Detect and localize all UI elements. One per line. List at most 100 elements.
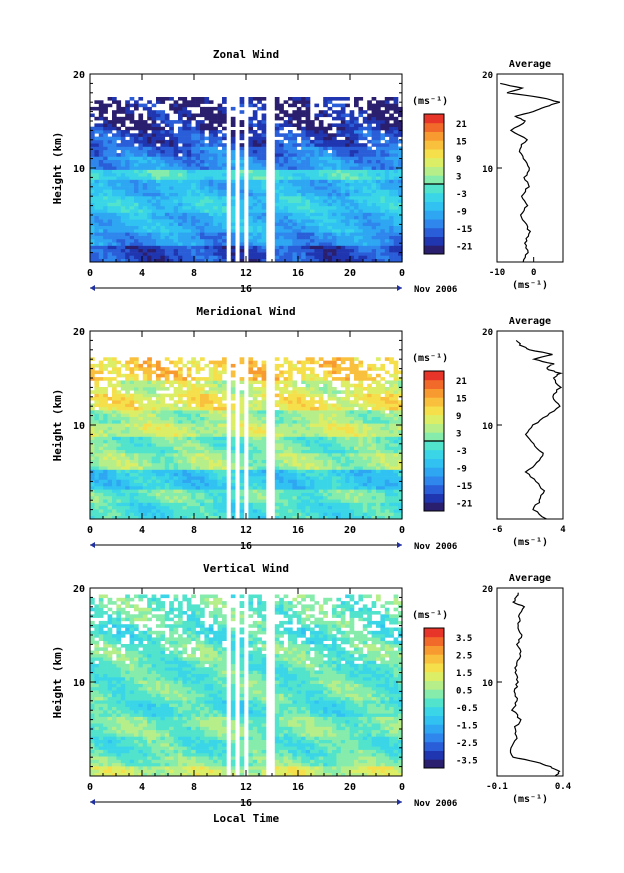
heatmap-cell (283, 449, 289, 454)
heatmap-cell (94, 229, 100, 233)
heatmap-cell (112, 439, 117, 444)
heatmap-cell (125, 106, 130, 111)
heatmap-cell (362, 136, 368, 141)
heatmap-cell (94, 146, 100, 151)
heatmap-cell (354, 100, 359, 104)
heatmap-cell (323, 172, 328, 177)
heatmap-cell (380, 113, 386, 118)
heatmap-cell (208, 466, 214, 470)
heatmap-cell (208, 123, 214, 127)
heatmap-cell (160, 242, 166, 246)
heatmap-cell (301, 133, 306, 137)
heatmap-cell (160, 426, 166, 431)
heatmap-cell (398, 515, 403, 520)
heatmap-cell (147, 443, 152, 447)
heatmap-cell (252, 453, 258, 457)
heatmap-cell (248, 215, 254, 220)
heatmap-cell (90, 209, 95, 213)
heatmap-cell (248, 126, 254, 131)
heatmap-cell (349, 459, 355, 464)
heatmap-cell (367, 502, 372, 507)
heatmap-cell (367, 482, 372, 487)
heatmap-cell (182, 505, 188, 510)
heatmap-cell (151, 219, 157, 223)
heatmap-cell (151, 156, 157, 160)
heatmap-cell (332, 462, 337, 467)
heatmap-cell (380, 255, 386, 259)
heatmap-cell (323, 163, 328, 167)
heatmap-cell (164, 238, 170, 243)
heatmap-cell (384, 153, 390, 157)
heatmap-cell (147, 449, 152, 454)
heatmap-cell (248, 248, 254, 253)
heatmap-cell (239, 472, 245, 477)
heatmap-cell (107, 149, 113, 154)
heatmap-cell (156, 459, 161, 464)
heatmap-cell (213, 515, 218, 520)
heatmap-cell (398, 258, 403, 263)
heatmap-cell (367, 196, 372, 200)
heatmap-cell (367, 459, 372, 464)
heatmap-cell (349, 123, 355, 127)
heatmap-cell (107, 97, 113, 101)
heatmap-cell (125, 255, 130, 259)
heatmap-cell (208, 166, 214, 170)
heatmap-cell (178, 436, 183, 441)
heatmap-cell (239, 509, 245, 513)
heatmap-cell (142, 120, 148, 124)
heatmap-cell (301, 499, 306, 503)
heatmap-cell (323, 509, 328, 513)
heatmap-cell (393, 209, 399, 213)
heatmap-cell (257, 505, 262, 510)
heatmap-cell (292, 116, 298, 121)
heatmap-cell (393, 436, 399, 441)
colorbar-unit: (ms⁻¹) (412, 96, 448, 107)
heatmap-cell (252, 462, 258, 467)
heatmap-cell (376, 512, 381, 516)
heatmap-cell (222, 110, 227, 114)
heatmap-cell (371, 215, 377, 220)
heatmap-cell (288, 459, 293, 464)
heatmap-cell (208, 462, 214, 467)
heatmap-cell (362, 133, 368, 137)
heatmap-cell (178, 439, 183, 444)
heatmap-cell (367, 512, 372, 516)
heatmap-cell (345, 459, 350, 464)
heatmap-cell (230, 252, 236, 256)
heatmap-cell (156, 466, 161, 470)
heatmap-cell (217, 499, 223, 503)
heatmap-cell (138, 453, 144, 457)
heatmap-cell (107, 436, 113, 441)
heatmap-cell (354, 139, 359, 144)
heatmap-cell (222, 515, 227, 520)
heatmap-cell (182, 229, 188, 233)
heatmap-cell (98, 139, 104, 144)
heatmap-cell (182, 205, 188, 210)
heatmap-cell (120, 476, 126, 480)
heatmap-cell (173, 186, 179, 190)
heatmap-cell (345, 120, 350, 124)
heatmap-cell (98, 499, 104, 503)
heatmap-cell (112, 429, 117, 434)
heatmap-cell (340, 449, 346, 454)
heatmap-cell (178, 232, 183, 236)
heatmap-cell (239, 469, 245, 474)
heatmap-cell (156, 172, 161, 177)
heatmap-cell (222, 100, 227, 104)
heatmap-cell (349, 202, 355, 207)
heatmap-cell (398, 159, 403, 164)
heatmap-cell (129, 139, 135, 144)
heatmap-cell (90, 219, 95, 223)
heatmap-cell (191, 492, 196, 497)
heatmap-cell (318, 482, 324, 487)
heatmap-cell (354, 116, 359, 121)
heatmap-cell (327, 462, 333, 467)
heatmap-cell (393, 199, 399, 203)
heatmap-cell (314, 492, 320, 497)
heatmap-cell (349, 209, 355, 213)
heatmap-cell (112, 476, 117, 480)
heatmap-cell (94, 116, 100, 121)
colorbar-swatch (424, 245, 444, 255)
heatmap-cell (371, 479, 377, 483)
heatmap-cell (314, 199, 320, 203)
